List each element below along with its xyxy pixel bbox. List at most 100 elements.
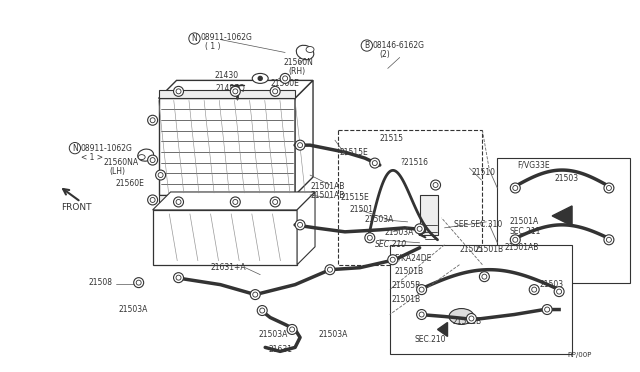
- Circle shape: [134, 278, 143, 288]
- Circle shape: [250, 290, 260, 299]
- Text: 21510: 21510: [472, 167, 495, 177]
- Circle shape: [604, 235, 614, 245]
- Bar: [152, 210, 297, 265]
- Text: RP/00P: RP/00P: [567, 352, 591, 358]
- Bar: [497, 158, 630, 283]
- Circle shape: [417, 310, 427, 320]
- Circle shape: [260, 308, 265, 313]
- Circle shape: [390, 257, 396, 262]
- Circle shape: [604, 183, 614, 193]
- Circle shape: [365, 233, 375, 243]
- Circle shape: [290, 327, 294, 332]
- Text: (RH): (RH): [288, 67, 305, 76]
- Circle shape: [233, 89, 238, 94]
- Text: (2): (2): [380, 50, 390, 59]
- Circle shape: [513, 186, 518, 190]
- Circle shape: [328, 267, 332, 272]
- Text: 21501AB: 21501AB: [310, 192, 344, 201]
- Bar: [159, 195, 295, 202]
- Circle shape: [479, 272, 490, 282]
- Text: N: N: [72, 144, 78, 153]
- Circle shape: [173, 197, 184, 207]
- Circle shape: [467, 314, 476, 324]
- Text: 21501B: 21501B: [392, 295, 421, 304]
- Circle shape: [388, 255, 397, 265]
- Circle shape: [156, 170, 166, 180]
- Circle shape: [417, 285, 427, 295]
- Text: SEC.211: SEC.211: [509, 227, 541, 236]
- Polygon shape: [297, 192, 315, 265]
- Circle shape: [607, 237, 611, 242]
- Text: 21560E: 21560E: [270, 79, 299, 88]
- Bar: [159, 90, 295, 98]
- Text: 21430: 21430: [214, 71, 239, 80]
- Circle shape: [532, 287, 537, 292]
- Polygon shape: [152, 192, 315, 210]
- Bar: [390, 245, 572, 355]
- Circle shape: [469, 316, 474, 321]
- Text: SEC.210: SEC.210: [415, 335, 446, 344]
- Circle shape: [273, 199, 278, 205]
- Circle shape: [280, 73, 290, 83]
- Ellipse shape: [252, 73, 268, 83]
- Text: 21503: 21503: [539, 280, 563, 289]
- Text: 21503A: 21503A: [258, 330, 287, 339]
- Circle shape: [257, 305, 267, 315]
- Text: 21488Q: 21488Q: [216, 84, 245, 93]
- Text: 21505: 21505: [460, 245, 484, 254]
- Text: 21631: 21631: [268, 345, 292, 354]
- Circle shape: [419, 312, 424, 317]
- Polygon shape: [552, 206, 572, 226]
- Circle shape: [325, 265, 335, 275]
- Text: 21501AB: 21501AB: [310, 182, 344, 190]
- Circle shape: [270, 86, 280, 96]
- Circle shape: [298, 143, 303, 148]
- Text: 21503A: 21503A: [365, 215, 394, 224]
- Polygon shape: [295, 80, 313, 195]
- Circle shape: [557, 289, 561, 294]
- Text: ( 1 ): ( 1 ): [205, 42, 221, 51]
- Text: 21501B: 21501B: [452, 317, 482, 326]
- Circle shape: [148, 195, 157, 205]
- Text: 08146-6162G: 08146-6162G: [373, 41, 425, 50]
- Circle shape: [150, 118, 155, 123]
- Bar: [420, 218, 442, 246]
- Circle shape: [176, 275, 181, 280]
- Text: FRONT: FRONT: [61, 203, 92, 212]
- Circle shape: [607, 186, 611, 190]
- Circle shape: [295, 140, 305, 150]
- Circle shape: [253, 292, 258, 297]
- Ellipse shape: [449, 308, 474, 324]
- Text: 21501B: 21501B: [474, 245, 504, 254]
- Text: 21501A: 21501A: [509, 217, 538, 227]
- Text: 21503A: 21503A: [385, 228, 414, 237]
- Polygon shape: [159, 80, 313, 98]
- Text: 21515E: 21515E: [340, 148, 369, 157]
- Circle shape: [529, 285, 539, 295]
- Circle shape: [230, 86, 240, 96]
- Text: 21631+A: 21631+A: [211, 263, 246, 272]
- Text: 21508: 21508: [89, 278, 113, 287]
- Text: 21501: 21501: [350, 205, 374, 214]
- Circle shape: [150, 158, 155, 163]
- Circle shape: [176, 89, 181, 94]
- Ellipse shape: [306, 46, 314, 52]
- Circle shape: [545, 307, 550, 312]
- Circle shape: [173, 273, 184, 283]
- Circle shape: [136, 280, 141, 285]
- Text: 08911-1062G: 08911-1062G: [200, 33, 252, 42]
- Circle shape: [513, 237, 518, 242]
- Text: (LH): (LH): [110, 167, 126, 176]
- Text: 21501AB: 21501AB: [504, 243, 539, 252]
- Text: F/VG33E: F/VG33E: [517, 161, 550, 170]
- Text: N: N: [191, 34, 197, 43]
- Bar: [159, 98, 295, 195]
- Text: 21560N: 21560N: [283, 58, 313, 67]
- Circle shape: [415, 224, 424, 234]
- Polygon shape: [438, 323, 447, 336]
- Circle shape: [370, 158, 380, 168]
- Text: 21560E: 21560E: [116, 179, 145, 187]
- Circle shape: [230, 197, 240, 207]
- Bar: [338, 130, 483, 265]
- Circle shape: [510, 183, 520, 193]
